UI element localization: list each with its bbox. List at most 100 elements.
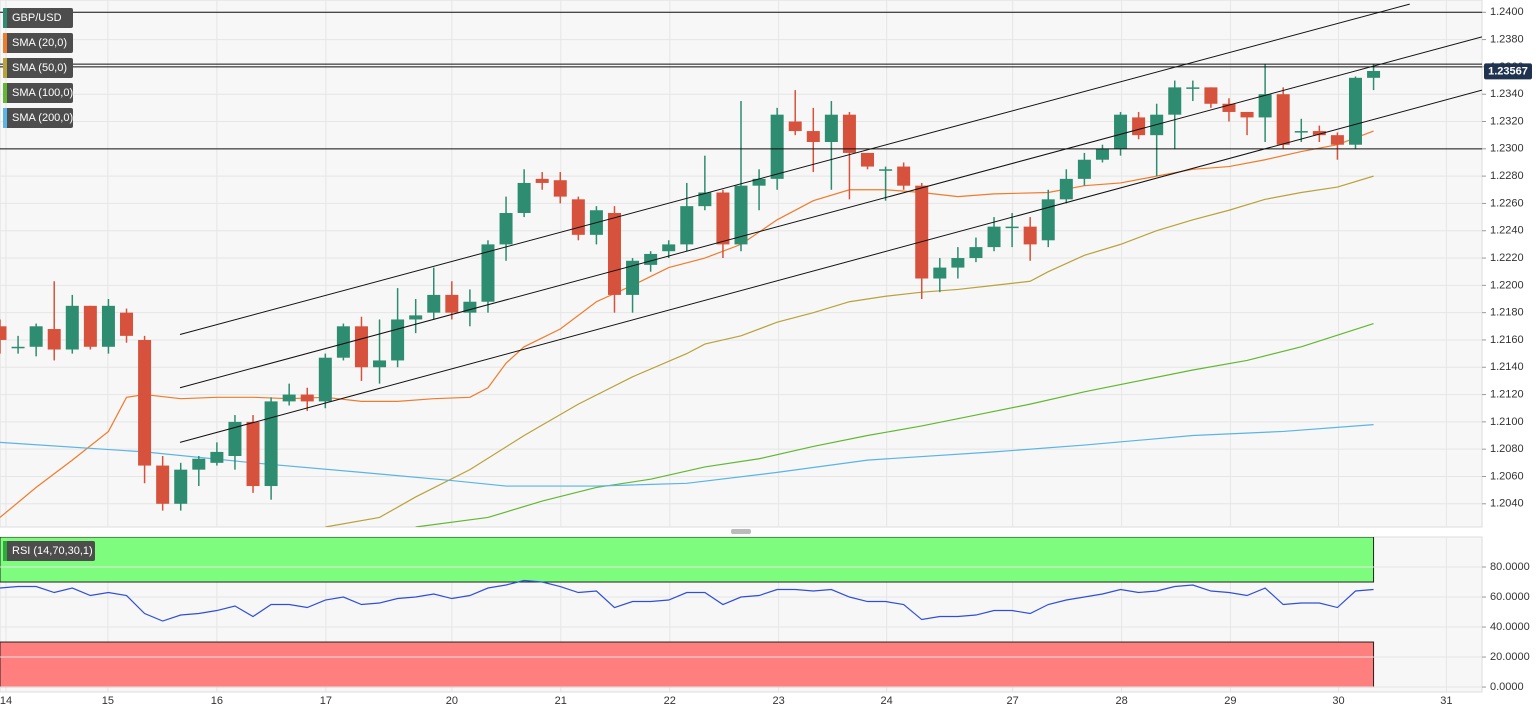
candle-body bbox=[571, 199, 585, 235]
candle-body bbox=[535, 178, 549, 183]
candle-body bbox=[318, 357, 332, 402]
x-tick-label: 27 bbox=[1007, 695, 1019, 707]
candle-body bbox=[228, 421, 242, 457]
y-tick-label: 1.2240 bbox=[1490, 225, 1524, 237]
legend-box bbox=[3, 108, 73, 128]
legend-box bbox=[3, 83, 73, 103]
x-tick-label: 22 bbox=[664, 695, 676, 707]
candle-body bbox=[987, 226, 1001, 248]
candle-body bbox=[553, 180, 567, 197]
x-tick-label: 31 bbox=[1440, 695, 1452, 707]
y-tick-label: 20.0000 bbox=[1490, 651, 1530, 663]
panel-resize-handle[interactable] bbox=[731, 529, 751, 534]
candle-body bbox=[210, 451, 224, 463]
candle-body bbox=[1005, 226, 1019, 229]
candle-body bbox=[409, 315, 423, 320]
candle-body bbox=[282, 394, 296, 402]
y-tick-label: 1.2160 bbox=[1490, 334, 1524, 346]
y-tick-label: 1.2400 bbox=[1490, 6, 1524, 18]
candle-body bbox=[879, 169, 893, 171]
y-tick-label: 1.2280 bbox=[1490, 170, 1524, 182]
legend-box bbox=[3, 8, 73, 28]
candle-body bbox=[1095, 148, 1109, 160]
candle-body bbox=[391, 319, 405, 361]
rsi-zone bbox=[0, 537, 1375, 583]
candle-body bbox=[824, 114, 838, 142]
legend-swatch bbox=[3, 8, 7, 28]
y-tick-label: 1.2040 bbox=[1490, 498, 1524, 510]
legend-label: SMA (100,0) bbox=[12, 87, 73, 99]
candle-body bbox=[1114, 114, 1128, 149]
candle-body bbox=[1132, 117, 1146, 136]
candle-body bbox=[65, 305, 79, 350]
y-tick-label: 1.2340 bbox=[1490, 88, 1524, 100]
legend-label: GBP/USD bbox=[12, 12, 62, 24]
legend-swatch bbox=[3, 58, 7, 78]
candle-body bbox=[354, 326, 368, 368]
legend-label: SMA (20,0) bbox=[12, 37, 67, 49]
y-tick-label: 0.0000 bbox=[1490, 681, 1524, 693]
y-tick-label: 1.2260 bbox=[1490, 197, 1524, 209]
candle-body bbox=[156, 465, 170, 504]
sma-line bbox=[0, 424, 1374, 487]
x-tick-label: 17 bbox=[320, 695, 332, 707]
trend-line bbox=[179, 36, 1482, 389]
candle-body bbox=[463, 301, 477, 313]
candle-body bbox=[11, 346, 25, 349]
x-tick-label: 15 bbox=[102, 695, 114, 707]
y-tick-label: 60.0000 bbox=[1490, 591, 1530, 603]
candle-body bbox=[481, 244, 495, 302]
legend-swatch bbox=[3, 83, 7, 103]
y-tick-label: 1.2140 bbox=[1490, 361, 1524, 373]
candle-body bbox=[842, 114, 856, 153]
legend-label: SMA (50,0) bbox=[12, 62, 67, 74]
candle-body bbox=[788, 121, 802, 132]
candle-body bbox=[1059, 178, 1073, 200]
x-tick-label: 20 bbox=[446, 695, 458, 707]
x-tick-label: 16 bbox=[211, 695, 223, 707]
candle-body bbox=[0, 326, 7, 340]
x-tick-label: 30 bbox=[1332, 695, 1344, 707]
candle-body bbox=[1312, 131, 1326, 136]
candle-body bbox=[445, 294, 459, 313]
legend-box bbox=[3, 541, 95, 561]
candle-body bbox=[897, 166, 911, 186]
rsi-line bbox=[0, 579, 1374, 622]
candle-body bbox=[1276, 94, 1290, 145]
candle-body bbox=[1023, 226, 1037, 245]
candle-body bbox=[607, 212, 621, 295]
candle-body bbox=[499, 212, 513, 245]
rsi-title: RSI (14,70,30,1) bbox=[12, 545, 93, 557]
candle-body bbox=[644, 253, 658, 265]
candle-body bbox=[1204, 87, 1218, 104]
x-tick-label: 14 bbox=[0, 695, 12, 707]
y-tick-label: 1.2300 bbox=[1490, 143, 1524, 155]
candle-body bbox=[1348, 77, 1362, 145]
y-tick-label: 1.2080 bbox=[1490, 443, 1524, 455]
candle-body bbox=[300, 394, 314, 402]
candle-body bbox=[933, 267, 947, 279]
candle-body bbox=[83, 305, 97, 347]
candle-body bbox=[1186, 87, 1200, 89]
y-tick-label: 1.2380 bbox=[1490, 33, 1524, 45]
candle-body bbox=[626, 260, 640, 295]
y-tick-label: 1.2120 bbox=[1490, 388, 1524, 400]
legend-box bbox=[3, 58, 73, 78]
candle-body bbox=[1294, 131, 1308, 133]
y-tick-label: 1.2100 bbox=[1490, 416, 1524, 428]
x-tick-label: 28 bbox=[1115, 695, 1127, 707]
candle-body bbox=[29, 326, 43, 347]
candle-body bbox=[1168, 87, 1182, 115]
legend-box bbox=[3, 33, 73, 53]
candle-body bbox=[969, 247, 983, 259]
trend-line bbox=[179, 3, 1410, 335]
y-tick-label: 1.2180 bbox=[1490, 307, 1524, 319]
y-tick-label: 1.2220 bbox=[1490, 252, 1524, 264]
x-tick-label: 23 bbox=[772, 695, 784, 707]
candle-body bbox=[246, 421, 260, 487]
candle-body bbox=[47, 329, 61, 350]
last-price-box bbox=[1484, 63, 1532, 80]
candle-body bbox=[752, 178, 766, 186]
candle-body bbox=[1240, 111, 1254, 118]
